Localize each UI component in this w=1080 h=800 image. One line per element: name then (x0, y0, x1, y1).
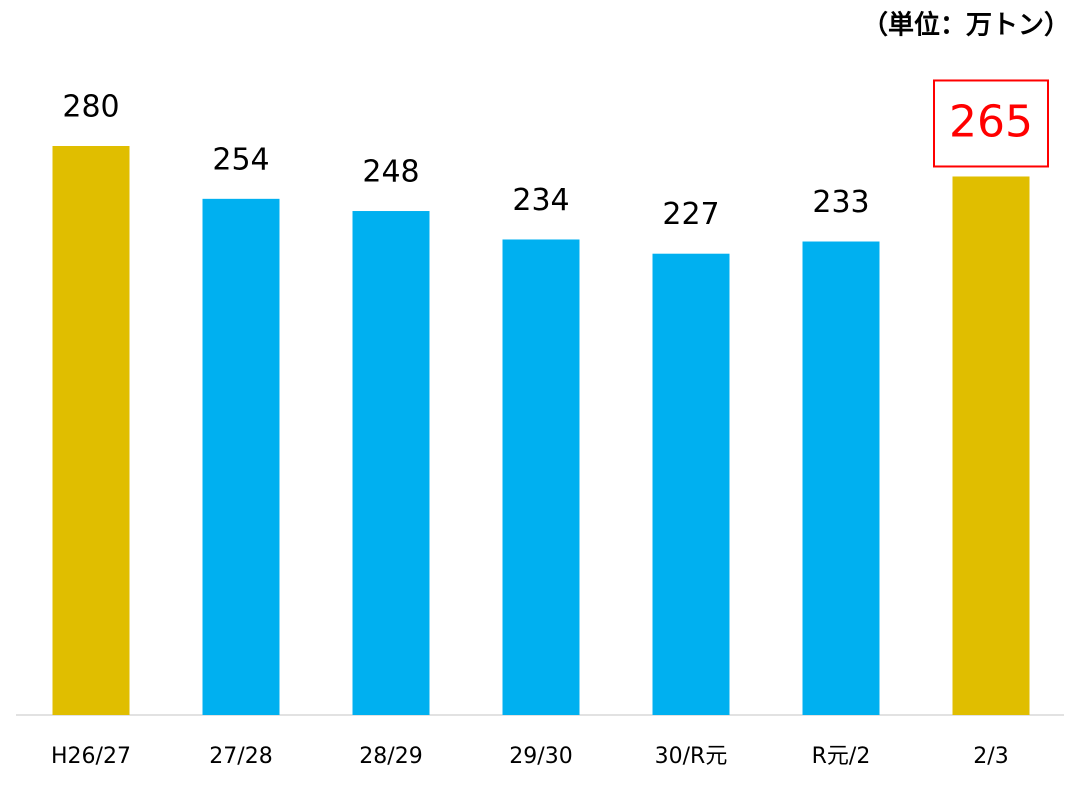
value-label: 248 (362, 155, 419, 190)
x-tick-label: 2/3 (973, 744, 1008, 769)
x-tick-label: 28/29 (359, 744, 422, 769)
x-tick-label: 30/R元 (655, 744, 728, 769)
x-tick-label: 27/28 (209, 744, 272, 769)
value-label: 234 (512, 183, 569, 218)
x-tick-label: R元/2 (812, 744, 871, 769)
x-tick-label: H26/27 (51, 744, 131, 769)
bar (802, 241, 880, 715)
bar (502, 239, 580, 715)
bar (352, 211, 430, 715)
value-label: 254 (212, 142, 269, 177)
value-label: 233 (812, 185, 869, 220)
unit-label: （単位：万トン） (862, 10, 1070, 41)
bar (652, 253, 730, 716)
x-tick-label: 29/30 (509, 744, 572, 769)
bar (202, 198, 280, 716)
value-label: 227 (662, 197, 719, 232)
value-label: 280 (62, 90, 119, 125)
highlight-box (933, 79, 1049, 168)
bar (952, 176, 1030, 715)
bar (52, 146, 130, 715)
value-label: 265 (949, 96, 1033, 147)
